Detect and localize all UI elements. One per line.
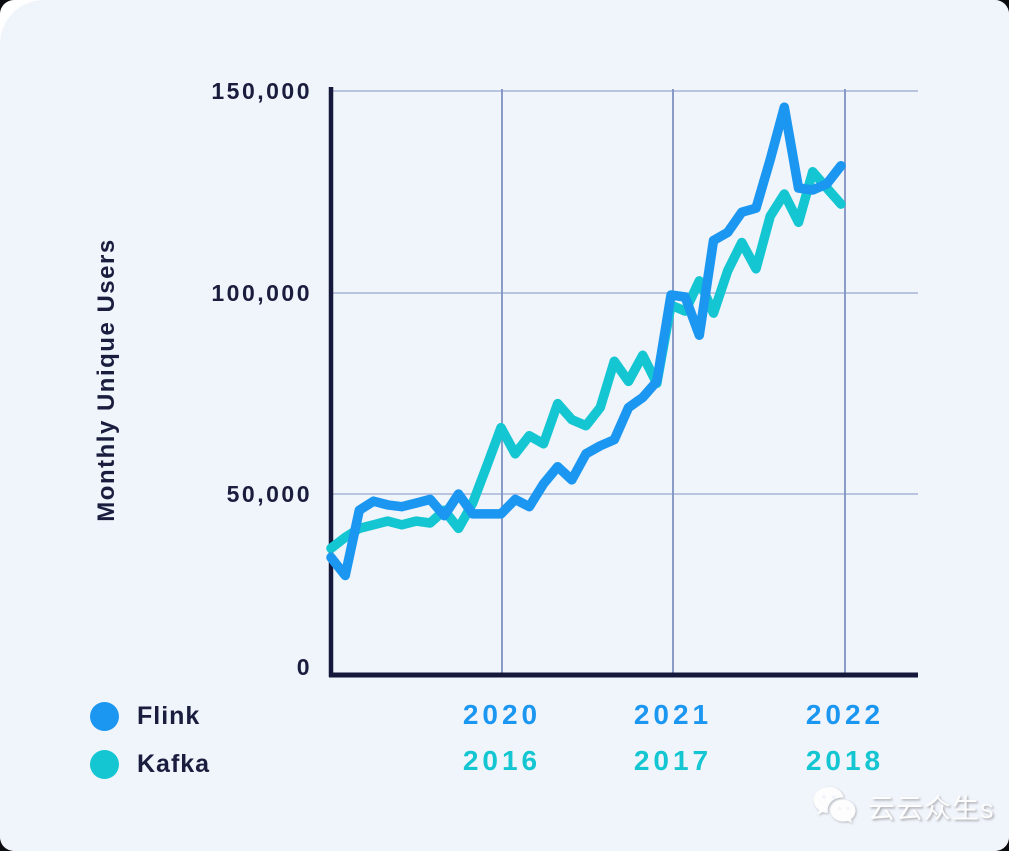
x-label-flink-2020: 2020 [462, 699, 542, 730]
kafka-legend-dot-icon [90, 749, 119, 779]
x-label-kafka-2017: 2017 [633, 745, 713, 776]
x-label-kafka-2018: 2018 [805, 745, 885, 776]
flink-legend-dot-icon [90, 701, 119, 731]
kafka-legend-label: Kafka [137, 749, 211, 778]
y-tick-0: 0 [296, 654, 312, 680]
y-tick-150000: 150,000 [211, 78, 312, 104]
x-label-flink-2021: 2021 [633, 699, 713, 730]
x-label-kafka-2016: 2016 [462, 745, 542, 776]
wechat-icon [813, 787, 856, 824]
y-axis-title: Monthly Unique Users [93, 238, 120, 522]
legend-item-flink: Flink [90, 699, 200, 733]
watermark-text: 云云众生s [868, 793, 995, 824]
y-tick-100000: 100,000 [211, 280, 312, 306]
flink-legend-label: Flink [137, 701, 201, 730]
x-label-flink-2022: 2022 [805, 699, 885, 730]
kafka-line [326, 167, 846, 554]
legend-item-kafka: Kafka [90, 747, 210, 781]
watermark: 云云众生s [812, 785, 995, 827]
flink-line [326, 102, 846, 581]
y-tick-50000: 50,000 [226, 481, 312, 507]
